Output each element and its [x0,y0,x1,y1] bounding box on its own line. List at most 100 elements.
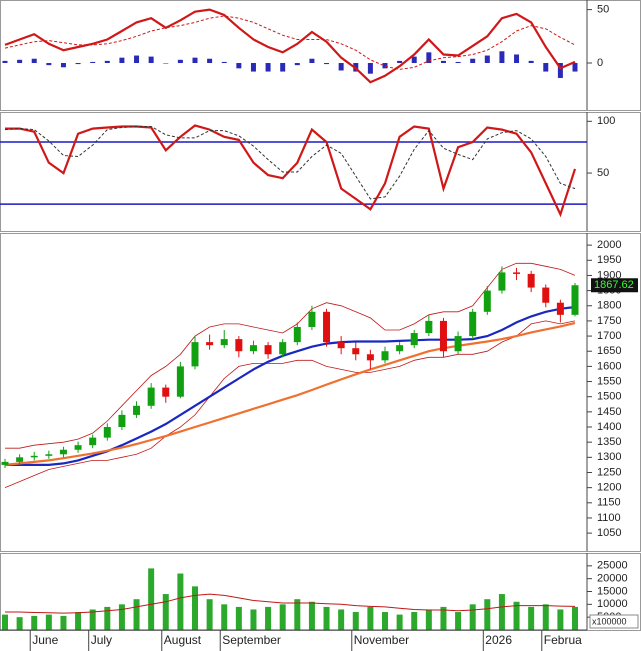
volume-bar [484,599,491,630]
y-tick-label: 1200 [597,482,621,494]
histogram-bar [514,54,520,64]
moving-average [5,305,576,466]
candle-body [410,333,418,346]
histogram-bar [528,60,534,64]
candle-body [220,339,228,346]
candle-body [454,336,462,352]
y-tick-label: 1100 [597,512,621,524]
volume-bar [265,606,272,630]
volume-bar [323,606,330,630]
volume-bar [45,614,52,630]
histogram-bar [338,63,344,71]
y-tick-label: 20000 [597,573,628,585]
histogram-bar [119,57,125,64]
histogram-bar [309,58,315,64]
histogram-bar [572,63,578,72]
histogram-bar [60,63,66,68]
candle-body [483,290,491,312]
candle-body [118,414,126,428]
volume-bar [16,617,23,630]
candle-body [162,387,170,397]
histogram-bar [397,60,403,64]
candle-body [1,461,9,465]
y-tick-label: 1550 [597,375,621,387]
histogram-bar [46,63,52,66]
candle-body [279,342,287,355]
candle-body [352,348,360,355]
volume-bar [279,604,286,630]
histogram-bar [499,51,505,64]
volume-bar [250,609,257,630]
histogram-bar [426,52,432,64]
histogram-bar [470,58,476,64]
histogram-bar [75,63,81,65]
volume-bar [294,599,301,630]
volume-bar [192,586,198,630]
y-tick-label: 0 [597,57,603,69]
histogram-bar [324,63,330,65]
band-line [5,262,576,449]
candle-body [513,272,521,274]
panel-frame [0,112,641,232]
candle-body [59,449,67,455]
y-tick-label: 1700 [597,330,621,342]
histogram-bar [104,60,110,64]
volume-bar [104,606,111,630]
x-tick-label: July [91,633,112,647]
candle-body [176,366,184,397]
candle-body [264,345,272,355]
volume-bar [572,606,578,630]
histogram-bar [250,63,256,72]
y-tick-label: 1250 [597,466,621,478]
y-tick-label: 100 [597,115,615,127]
y-tick-label: 10000 [597,598,628,610]
panel-frame [0,0,641,111]
candle-body [556,302,564,315]
volume-bar [308,601,315,630]
volume-bar [367,606,374,630]
x-tick-label: 2026 [485,633,512,647]
volume-ma [5,593,576,614]
volume-bar [221,604,228,630]
volume-bar [60,615,67,630]
y-tick-label: 2000 [597,239,621,251]
volume-bar [411,612,418,630]
volume-bar [498,594,505,630]
histogram-bar [265,63,271,72]
macd-line [4,8,576,84]
unit-label: x100000 [592,616,627,626]
volume-bar [177,573,184,630]
candle-body [74,445,82,450]
histogram-bar [382,63,388,69]
volume-bar [162,594,169,630]
stochastic-line [4,126,576,200]
candle-body [191,342,199,367]
x-tick-label: September [222,633,281,647]
histogram-bar [484,55,490,64]
volume-bar [2,614,8,630]
y-tick-label: 1600 [597,360,621,372]
stochastic-line [5,124,577,218]
histogram-bar [294,63,300,66]
volume-bar [75,612,82,630]
candle-body [249,345,257,352]
volume-bar [118,604,125,630]
histogram-bar [2,60,8,64]
candle-body [293,326,301,343]
candle-body [542,287,550,303]
histogram-bar [557,63,563,78]
candle-body [206,342,214,346]
histogram-bar [207,58,213,64]
x-tick-label: November [354,633,409,647]
volume-bar [148,568,155,630]
candle-body [439,320,447,352]
candle-body [396,345,404,352]
volume-bar [235,606,242,630]
volume-bar [469,604,476,630]
volume-bar [396,614,403,630]
candle-body [45,454,53,456]
panel-frame [0,233,641,552]
candle-body [30,455,38,458]
histogram-bar [455,61,461,64]
volume-bar [557,609,564,630]
